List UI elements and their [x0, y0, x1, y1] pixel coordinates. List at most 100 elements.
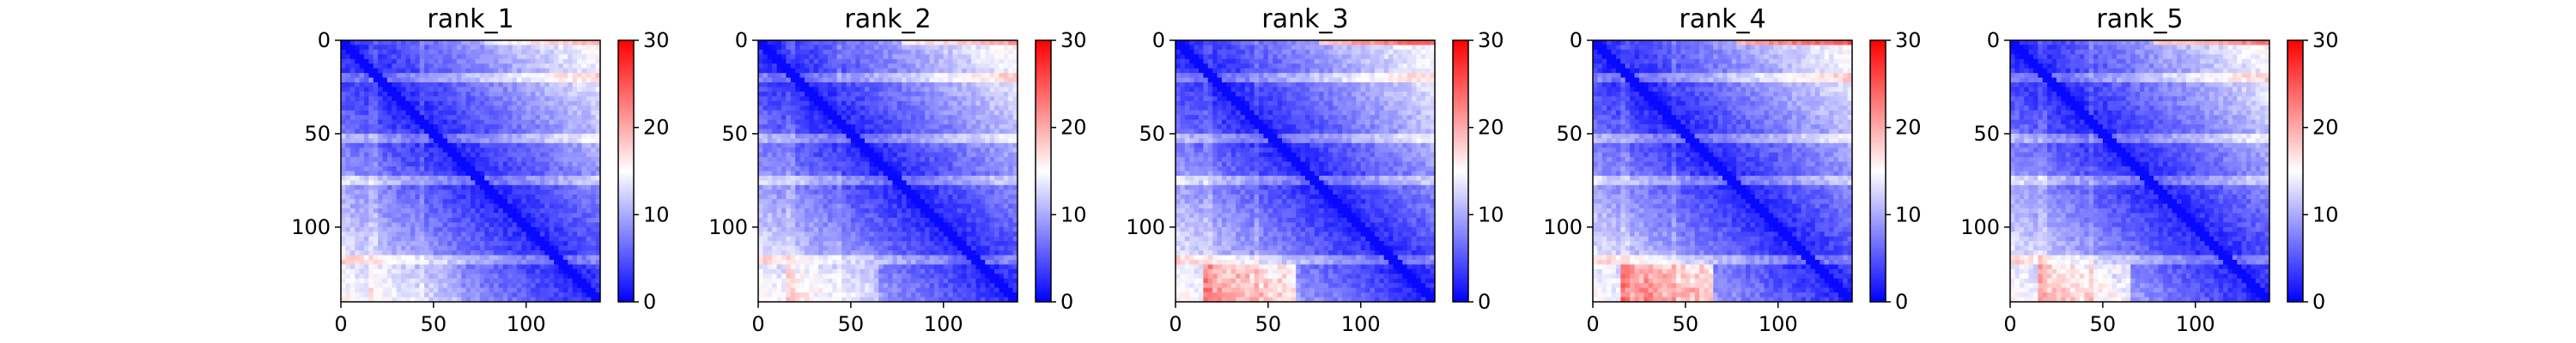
- heatmap-cell: [939, 119, 945, 125]
- heatmap-cell: [577, 287, 582, 293]
- heatmap-cell: [368, 77, 374, 83]
- heatmap-cell: [989, 138, 995, 144]
- heatmap-cell: [502, 157, 508, 163]
- heatmap-cell: [855, 184, 861, 190]
- heatmap-cell: [758, 180, 763, 186]
- heatmap-cell: [405, 292, 411, 298]
- heatmap-cell: [484, 142, 489, 148]
- heatmap-cell: [846, 87, 852, 93]
- heatmap-cell: [535, 208, 541, 214]
- heatmap-cell: [558, 82, 564, 87]
- heatmap-cell: [933, 119, 939, 125]
- heatmap-cell: [549, 208, 555, 214]
- heatmap-cell: [378, 119, 383, 125]
- heatmap-cell: [999, 138, 1005, 144]
- heatmap-cell: [933, 100, 939, 106]
- heatmap-cell: [591, 138, 596, 144]
- heatmap-cell: [424, 40, 429, 45]
- heatmap-cell: [554, 161, 559, 167]
- heatmap-cell: [368, 255, 374, 261]
- heatmap-cell: [447, 171, 453, 177]
- heatmap-cell: [943, 54, 949, 60]
- heatmap-cell: [577, 152, 582, 158]
- heatmap-cell: [939, 124, 945, 129]
- heatmap-cell: [419, 138, 425, 144]
- heatmap-cell: [424, 278, 429, 284]
- heatmap-cell: [539, 241, 545, 247]
- heatmap-cell: [539, 208, 545, 214]
- heatmap-cell: [549, 264, 555, 270]
- heatmap-cell: [975, 129, 981, 135]
- heatmap-cell: [1008, 175, 1013, 181]
- heatmap-cell: [832, 184, 838, 190]
- heatmap-cell: [939, 63, 945, 69]
- heatmap-cell: [962, 73, 968, 78]
- heatmap-cell: [392, 147, 398, 153]
- heatmap-cell: [971, 73, 976, 78]
- heatmap-cell: [971, 100, 976, 106]
- heatmap-cell: [558, 124, 564, 129]
- heatmap-cell: [368, 222, 374, 228]
- heatmap-cell: [415, 124, 421, 129]
- heatmap-cell: [484, 91, 489, 97]
- heatmap-cell: [776, 82, 782, 87]
- heatmap-cell: [549, 73, 555, 78]
- heatmap-cell: [521, 217, 527, 223]
- heatmap-cell: [591, 58, 596, 64]
- heatmap-cell: [591, 129, 596, 135]
- heatmap-cell: [929, 63, 935, 69]
- heatmap-cell: [516, 283, 522, 289]
- heatmap-cell: [452, 171, 458, 177]
- heatmap-cell: [865, 73, 870, 78]
- heatmap-cell: [410, 203, 416, 209]
- heatmap-cell: [586, 45, 592, 51]
- heatmap-cell: [489, 194, 495, 200]
- heatmap-cell: [860, 119, 866, 125]
- heatmap-cell: [989, 87, 995, 93]
- heatmap-cell: [516, 274, 522, 280]
- heatmap-cell: [471, 49, 476, 55]
- heatmap-cell: [345, 292, 351, 298]
- heatmap-cell: [345, 241, 351, 247]
- heatmap-cell: [933, 68, 939, 74]
- heatmap-cell: [419, 255, 425, 261]
- heatmap-cell: [948, 49, 953, 55]
- heatmap-cell: [568, 283, 574, 289]
- heatmap-cell: [581, 241, 587, 247]
- heatmap-cell: [1008, 82, 1013, 87]
- heatmap-cell: [359, 264, 365, 270]
- heatmap-cell: [804, 87, 810, 93]
- heatmap-cell: [531, 222, 536, 228]
- heatmap-cell: [498, 184, 504, 190]
- heatmap-cell: [465, 236, 471, 242]
- heatmap-cell: [373, 105, 379, 111]
- heatmap-cell: [349, 297, 355, 303]
- heatmap-cell: [373, 110, 379, 116]
- heatmap-cell: [781, 190, 787, 196]
- heatmap-cell: [424, 250, 429, 256]
- heatmap-cell: [396, 274, 402, 280]
- heatmap-cell: [341, 147, 346, 153]
- heatmap-cell: [948, 115, 953, 120]
- heatmap-cell: [929, 138, 935, 144]
- heatmap-cell: [762, 124, 769, 129]
- heatmap-cell: [484, 49, 489, 55]
- heatmap-cell: [595, 110, 601, 116]
- heatmap-cell: [562, 217, 568, 223]
- heatmap-cell: [447, 77, 453, 83]
- heatmap-cell: [549, 184, 555, 190]
- heatmap-cell: [433, 82, 439, 87]
- heatmap-cell: [790, 147, 796, 153]
- heatmap-cell: [512, 222, 518, 228]
- heatmap-cell: [962, 152, 968, 158]
- heatmap-cell: [493, 287, 499, 293]
- heatmap-cell: [595, 73, 601, 78]
- heatmap-cell: [401, 264, 406, 270]
- heatmap-cell: [957, 133, 963, 139]
- heatmap-cell: [915, 190, 921, 196]
- heatmap-cell: [341, 232, 346, 238]
- heatmap-cell: [341, 105, 346, 111]
- heatmap-cell: [910, 87, 916, 93]
- heatmap-cell: [465, 40, 471, 45]
- heatmap-cell: [419, 199, 425, 205]
